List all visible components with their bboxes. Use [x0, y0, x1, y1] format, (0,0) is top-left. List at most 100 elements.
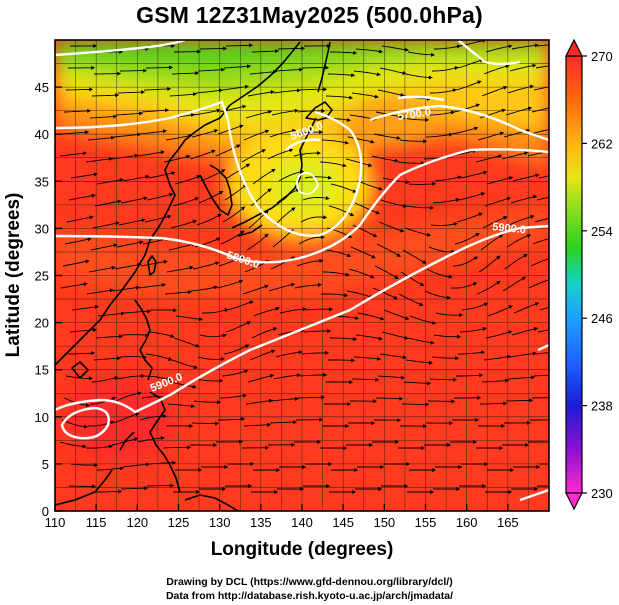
streamline-arrow	[169, 381, 197, 389]
streamline-arrow	[405, 73, 433, 80]
streamline-arrow	[88, 265, 116, 273]
streamline-arrow	[192, 261, 220, 270]
streamline-arrow	[116, 240, 144, 248]
streamline-arrow	[434, 175, 462, 182]
streamline-arrow	[146, 483, 175, 488]
streamline-arrow	[372, 287, 398, 300]
streamline-arrow	[321, 293, 349, 298]
streamline-arrow	[296, 258, 324, 267]
streamline-arrow	[455, 80, 482, 91]
streamline-arrow	[146, 65, 174, 70]
streamline-arrow	[355, 334, 383, 341]
streamline-arrow	[271, 396, 300, 402]
streamline-arrow	[424, 290, 452, 300]
streamline-arrow	[216, 279, 244, 289]
streamline-arrow	[486, 176, 514, 185]
streamline-arrow	[85, 444, 114, 449]
streamline-arrow	[118, 218, 146, 226]
streamline-arrow	[295, 130, 324, 135]
streamline-arrow	[143, 375, 171, 381]
x-tick-label: 135	[250, 515, 272, 530]
streamline-arrow	[140, 259, 168, 267]
streamline-arrow	[119, 355, 148, 360]
streamline-arrow	[379, 353, 407, 360]
streamline-arrow	[428, 246, 456, 254]
streamline-arrow	[378, 221, 405, 233]
x-tick-label: 120	[126, 515, 148, 530]
streamline-arrow	[139, 129, 168, 135]
streamline-arrow	[193, 108, 221, 116]
streamline-arrow	[504, 254, 528, 270]
streamline-arrow	[167, 403, 196, 409]
streamline-arrow	[200, 169, 226, 182]
streamline-arrow	[383, 309, 410, 321]
colorbar-tick-label: 262	[591, 136, 613, 151]
streamline-arrow	[477, 131, 505, 141]
streamline-arrow	[456, 212, 483, 223]
streamline-arrow	[252, 168, 276, 185]
streamline-arrow	[246, 233, 269, 251]
streamline-arrow	[141, 108, 170, 113]
y-tick-label: 45	[35, 80, 49, 95]
streamline-arrow	[224, 184, 248, 201]
streamline-arrow	[93, 356, 122, 361]
streamline-arrow	[451, 126, 479, 135]
streamline-arrow	[171, 71, 200, 76]
streamline-arrow	[401, 402, 430, 407]
streamline-arrow	[402, 249, 427, 264]
x-tick-label: 160	[456, 515, 478, 530]
streamline-arrow	[351, 92, 379, 99]
streamline-arrow	[432, 66, 459, 72]
streamline-arrow	[120, 196, 148, 204]
streamline-arrow	[323, 271, 350, 277]
streamline-arrow	[114, 262, 142, 270]
streamline-arrow	[166, 265, 194, 273]
streamline-arrow	[305, 307, 334, 312]
streamline-arrow	[221, 369, 249, 377]
streamline-arrow	[432, 197, 460, 204]
streamline-arrow	[247, 373, 275, 383]
streamline-arrow	[202, 308, 229, 314]
streamline-arrow	[174, 49, 202, 54]
streamline-arrow	[267, 148, 294, 160]
colorbar: 270 262 254 246 238 230	[565, 38, 613, 511]
streamline-arrow	[431, 356, 460, 361]
streamline-arrow	[221, 84, 250, 91]
streamline-arrow	[408, 181, 437, 186]
streamline-arrow	[407, 337, 435, 345]
streamline-arrow	[68, 484, 97, 489]
streamline-arrow	[533, 374, 549, 377]
streamline-arrow	[94, 199, 122, 207]
streamline-arrow	[223, 344, 250, 355]
contour-label: 5700.0	[397, 106, 432, 123]
streamline-arrow	[222, 206, 246, 223]
map-figure: 5900.0 5800.0 5900.0 5700.0 5600.0 110 11…	[3, 38, 613, 560]
y-tick-label: 35	[35, 174, 49, 189]
streamline-arrow	[453, 103, 481, 113]
streamline-arrow	[539, 306, 549, 311]
streamline-arrow	[277, 46, 306, 51]
streamline-arrow	[111, 153, 139, 160]
streamline-arrow	[429, 377, 458, 382]
contour-5900-d	[537, 343, 549, 352]
streamline-arrow	[163, 445, 192, 450]
streamline-arrow	[85, 156, 114, 163]
streamline-arrow	[481, 85, 508, 97]
streamline-arrow	[97, 311, 126, 317]
streamline-arrow	[175, 315, 204, 322]
streamline-arrow	[275, 67, 304, 72]
streamline-arrow	[346, 290, 374, 299]
y-tick-label: 0	[42, 504, 49, 519]
streamline-arrow	[513, 302, 540, 314]
streamline-arrow	[301, 350, 330, 355]
streamline-arrow	[303, 328, 332, 334]
streamline-arrow	[347, 136, 375, 144]
x-axis-label: Longitude (degrees)	[211, 539, 394, 560]
colorbar-scale	[565, 55, 583, 494]
streamline-arrow	[121, 333, 150, 338]
streamline-arrow	[302, 196, 330, 201]
streamline-arrow	[330, 50, 358, 55]
streamline-arrow	[353, 70, 381, 77]
x-tick-label: 150	[373, 515, 395, 530]
colorbar-tick-label: 238	[591, 399, 613, 414]
